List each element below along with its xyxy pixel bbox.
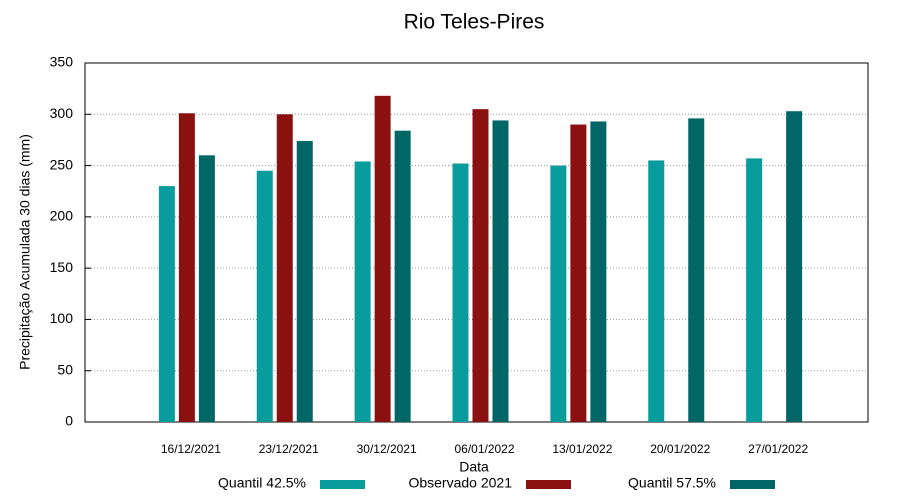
x-tick-label: 23/12/2021 xyxy=(259,442,319,456)
y-tick-label: 150 xyxy=(50,259,74,275)
bar xyxy=(354,161,371,422)
bar xyxy=(452,163,469,422)
x-tick-label: 13/01/2022 xyxy=(552,442,612,456)
legend-label: Quantil 42.5% xyxy=(218,475,306,491)
y-tick-label: 250 xyxy=(50,156,74,172)
x-tick-label: 30/12/2021 xyxy=(357,442,417,456)
bar xyxy=(256,170,273,422)
bar xyxy=(472,109,489,423)
y-tick-label: 350 xyxy=(50,54,74,70)
bar xyxy=(746,158,763,423)
y-tick-label: 100 xyxy=(50,310,74,326)
y-tick-label: 300 xyxy=(50,105,74,121)
bar xyxy=(276,114,293,423)
bar xyxy=(570,124,587,423)
legend-swatch xyxy=(730,480,775,489)
bar xyxy=(178,113,195,422)
bar xyxy=(158,186,175,422)
x-tick-label: 16/12/2021 xyxy=(161,442,221,456)
x-tick-label: 20/01/2022 xyxy=(650,442,710,456)
chart-title: Rio Teles-Pires xyxy=(404,11,545,34)
bar xyxy=(296,140,313,422)
legend-label: Observado 2021 xyxy=(408,475,512,491)
bar xyxy=(550,165,567,423)
legend-swatch xyxy=(526,480,571,489)
bar xyxy=(394,130,411,422)
y-tick-label: 0 xyxy=(65,413,73,429)
bar xyxy=(374,95,391,422)
bar xyxy=(590,121,607,423)
x-tick-label: 06/01/2022 xyxy=(454,442,514,456)
bar xyxy=(786,111,803,423)
bar xyxy=(198,155,215,423)
y-tick-label: 200 xyxy=(50,208,74,224)
bar xyxy=(492,120,509,422)
bar xyxy=(688,118,705,422)
x-tick-label: 27/01/2022 xyxy=(748,442,808,456)
legend-swatch xyxy=(320,480,365,489)
y-axis-label: Precipitação Acumulada 30 dias (mm) xyxy=(17,134,33,370)
y-tick-label: 50 xyxy=(57,361,73,377)
x-axis-label: Data xyxy=(459,459,489,475)
bar xyxy=(648,160,665,422)
legend-label: Quantil 57.5% xyxy=(628,475,716,491)
